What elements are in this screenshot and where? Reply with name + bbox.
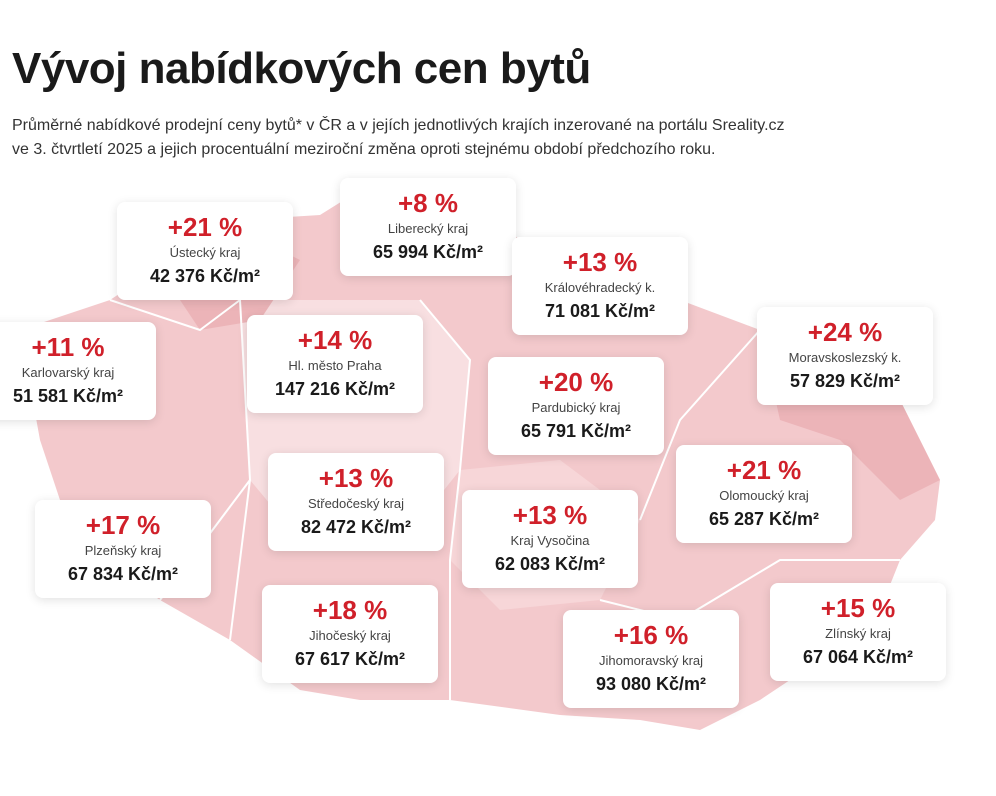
region-card: +11 % Karlovarský kraj 51 581 Kč/m² xyxy=(0,322,156,420)
region-price: 71 081 Kč/m² xyxy=(544,301,656,321)
region-name: Karlovarský kraj xyxy=(21,365,115,380)
region-change: +11 % xyxy=(31,332,105,362)
region-price: 57 829 Kč/m² xyxy=(789,371,901,391)
region-name: Kraj Vysočina xyxy=(510,533,590,548)
region-price: 93 080 Kč/m² xyxy=(595,674,707,694)
region-name: Olomoucký kraj xyxy=(719,488,809,503)
region-price: 65 994 Kč/m² xyxy=(372,242,484,262)
region-card: +17 % Plzeňský kraj 67 834 Kč/m² xyxy=(35,500,211,598)
region-change: +8 % xyxy=(398,188,458,218)
region-name: Moravskoslezský k. xyxy=(788,350,902,365)
subtitle: Průměrné nabídkové prodejní ceny bytů* v… xyxy=(12,114,785,162)
region-name: Jihomoravský kraj xyxy=(598,653,704,668)
region-price: 67 064 Kč/m² xyxy=(802,647,914,667)
region-price: 82 472 Kč/m² xyxy=(300,517,412,537)
title: Vývoj nabídkových cen bytů xyxy=(12,44,591,93)
region-card: +8 % Liberecký kraj 65 994 Kč/m² xyxy=(340,178,516,276)
region-price: 65 791 Kč/m² xyxy=(520,421,632,441)
region-card: +14 % Hl. město Praha 147 216 Kč/m² xyxy=(247,315,423,413)
region-change: +14 % xyxy=(297,325,373,355)
region-change: +13 % xyxy=(562,247,638,277)
region-card: +20 % Pardubický kraj 65 791 Kč/m² xyxy=(488,357,664,455)
region-price: 51 581 Kč/m² xyxy=(12,386,124,406)
region-price: 147 216 Kč/m² xyxy=(274,379,396,399)
region-change: +21 % xyxy=(726,455,802,485)
region-name: Pardubický kraj xyxy=(531,400,621,415)
region-card: +21 % Ústecký kraj 42 376 Kč/m² xyxy=(117,202,293,300)
region-name: Liberecký kraj xyxy=(387,221,469,236)
region-name: Plzeňský kraj xyxy=(84,543,162,558)
region-change: +16 % xyxy=(613,620,689,650)
region-name: Hl. město Praha xyxy=(288,358,382,373)
region-card: +21 % Olomoucký kraj 65 287 Kč/m² xyxy=(676,445,852,543)
region-price: 67 617 Kč/m² xyxy=(294,649,406,669)
region-name: Středočeský kraj xyxy=(307,496,405,511)
region-name: Ústecký kraj xyxy=(169,245,241,260)
region-card: +24 % Moravskoslezský k. 57 829 Kč/m² xyxy=(757,307,933,405)
region-price: 67 834 Kč/m² xyxy=(67,564,179,584)
region-card: +13 % Středočeský kraj 82 472 Kč/m² xyxy=(268,453,444,551)
region-name: Jihočeský kraj xyxy=(309,628,391,643)
region-change: +17 % xyxy=(85,510,161,540)
subtitle-line: ve 3. čtvrtletí 2025 a jejich procentuál… xyxy=(12,141,716,158)
region-price: 42 376 Kč/m² xyxy=(149,266,261,286)
region-change: +20 % xyxy=(538,367,614,397)
region-card: +16 % Jihomoravský kraj 93 080 Kč/m² xyxy=(563,610,739,708)
subtitle-line: Průměrné nabídkové prodejní ceny bytů* v… xyxy=(12,117,785,134)
region-card: +13 % Kraj Vysočina 62 083 Kč/m² xyxy=(462,490,638,588)
region-card: +13 % Královéhradecký k. 71 081 Kč/m² xyxy=(512,237,688,335)
region-change: +15 % xyxy=(820,593,896,623)
region-price: 62 083 Kč/m² xyxy=(494,554,606,574)
region-change: +13 % xyxy=(318,463,394,493)
region-price: 65 287 Kč/m² xyxy=(708,509,820,529)
region-change: +21 % xyxy=(167,212,243,242)
region-boundary xyxy=(109,299,900,700)
region-change: +18 % xyxy=(312,595,388,625)
region-name: Královéhradecký k. xyxy=(544,280,656,295)
region-card: +18 % Jihočeský kraj 67 617 Kč/m² xyxy=(262,585,438,683)
region-change: +13 % xyxy=(512,500,588,530)
region-name: Zlínský kraj xyxy=(825,626,891,641)
region-card: +15 % Zlínský kraj 67 064 Kč/m² xyxy=(770,583,946,681)
region-change: +24 % xyxy=(807,317,883,347)
